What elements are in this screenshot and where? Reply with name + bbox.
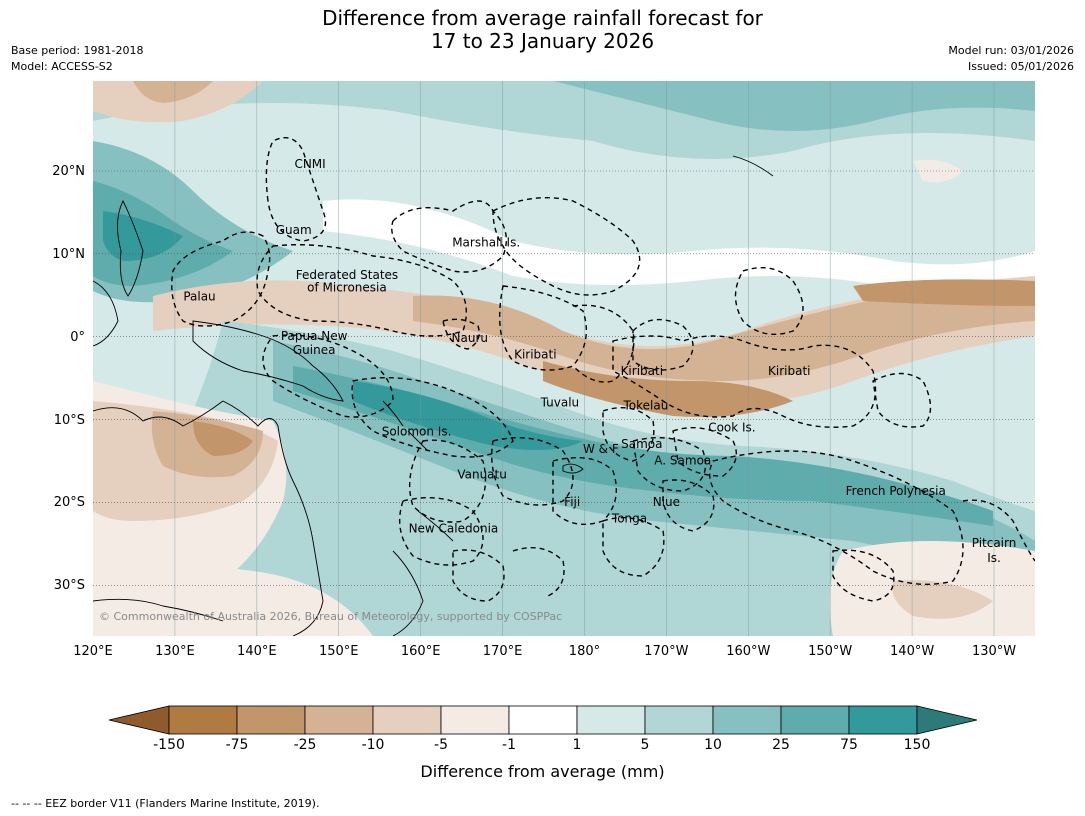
region-label-new-caledonia: New Caledonia xyxy=(409,521,499,535)
colorbar-under-arrow xyxy=(108,705,170,735)
colorbar-tick-label: 1 xyxy=(572,737,582,753)
region-label-cook-is: Cook Is. xyxy=(708,420,755,434)
run-info: Model run: 03/01/2026 Issued: 05/01/2026 xyxy=(948,43,1074,75)
colorbar-tick-label: -75 xyxy=(225,737,249,753)
colorbar-over-arrow xyxy=(916,705,978,735)
colorbar-segment xyxy=(508,705,578,735)
colorbar-tick-label: -150 xyxy=(153,737,185,753)
colorbar-segment xyxy=(236,705,306,735)
model-run: Model run: 03/01/2026 xyxy=(948,44,1074,57)
region-label-french-polynesia: French Polynesia xyxy=(846,484,946,498)
region-label-kiribati: Kiribati xyxy=(621,364,663,378)
colorbar-segment xyxy=(848,705,918,735)
lat-tick-label: 20°S xyxy=(53,495,85,511)
region-label-a-samoa: A. Samoa xyxy=(654,453,711,467)
base-period: Base period: 1981-2018 xyxy=(11,44,144,57)
colorbar xyxy=(108,705,978,735)
title-line-1: Difference from average rainfall forecas… xyxy=(322,6,763,30)
lon-tick-label: 130°E xyxy=(155,644,195,659)
borneo-coast xyxy=(93,280,119,347)
title-line-2: 17 to 23 January 2026 xyxy=(430,29,655,53)
colorbar-segment xyxy=(168,705,238,735)
colorbar-segments xyxy=(108,705,978,735)
region-label-fiji: Fiji xyxy=(564,495,580,509)
lat-tick-label: 10°N xyxy=(52,246,85,262)
lon-tick-label: 150°W xyxy=(808,644,853,659)
colorbar-segment xyxy=(304,705,374,735)
colorbar-segment xyxy=(644,705,714,735)
colorbar-segment xyxy=(780,705,850,735)
lon-tick-label: 140°W xyxy=(890,644,935,659)
region-label-samoa: Samoa xyxy=(621,437,662,451)
lon-tick-label: 170°W xyxy=(644,644,689,659)
colorbar-title: Difference from average (mm) xyxy=(420,762,665,781)
colorbar-tick-label: -5 xyxy=(434,737,448,753)
lon-tick-label: 160°E xyxy=(400,644,441,659)
lon-tick-label: 140°E xyxy=(237,644,277,659)
region-label-w-f: W & F xyxy=(583,442,619,456)
base-info: Base period: 1981-2018 Model: ACCESS-S2 xyxy=(11,43,143,75)
hawaii-coast xyxy=(732,155,774,177)
new-zealand-coast xyxy=(392,550,424,636)
lat-tick-label: 20°N xyxy=(52,164,85,180)
map-title: Difference from average rainfall forecas… xyxy=(0,7,1085,53)
region-label-papua-new: Papua New xyxy=(281,329,348,343)
region-label-kiribati: Kiribati xyxy=(768,364,810,378)
region-label-tokelau: Tokelau xyxy=(622,399,668,413)
new-caledonia-coast xyxy=(417,510,454,542)
colorbar-segment xyxy=(372,705,442,735)
eez-borders xyxy=(171,137,1035,602)
colorbar-tick-label: -10 xyxy=(361,737,385,753)
lat-tick-label: 30°S xyxy=(53,578,85,594)
region-label-tonga: Tonga xyxy=(611,511,647,525)
lon-tick-label: 170°E xyxy=(482,644,523,659)
region-label-is: Is. xyxy=(987,551,1001,565)
region-label-guinea: Guinea xyxy=(293,343,336,357)
region-label-nauru: Nauru xyxy=(452,331,488,345)
colorbar-tick-label: -25 xyxy=(293,737,317,753)
model-name: Model: ACCESS-S2 xyxy=(11,60,113,73)
region-label-marshall-is: Marshall Is. xyxy=(452,236,520,250)
colorbar-tick-label: 10 xyxy=(704,737,722,753)
colorbar-tick-label: 75 xyxy=(840,737,858,753)
colorbar-segment xyxy=(440,705,510,735)
lon-tick-label: 130°W xyxy=(971,644,1017,659)
region-label-of-micronesia: of Micronesia xyxy=(307,280,387,294)
lat-tick-label: 10°S xyxy=(53,412,85,428)
region-label-cnmi: CNMI xyxy=(294,157,325,171)
region-label-palau: Palau xyxy=(183,289,215,303)
region-label-kiribati: Kiribati xyxy=(514,347,556,361)
region-label-pitcairn: Pitcairn xyxy=(972,536,1017,550)
region-label-niue: Niue xyxy=(653,495,680,509)
lon-tick-label: 160°W xyxy=(726,644,771,659)
colorbar-tick-label: -1 xyxy=(502,737,516,753)
colorbar-tick-label: 150 xyxy=(903,737,931,753)
colorbar-segment xyxy=(576,705,646,735)
colorbar-tick-label: 5 xyxy=(640,737,650,753)
issued-date: Issued: 05/01/2026 xyxy=(967,60,1074,73)
region-label-guam: Guam xyxy=(276,223,312,237)
lon-tick-label: 120°E xyxy=(73,644,113,659)
new-guinea-coast xyxy=(192,320,344,402)
eez-footnote: -- -- -- EEZ border V11 (Flanders Marine… xyxy=(11,797,320,810)
colorbar-tick-label: 25 xyxy=(772,737,790,753)
copyright-notice: © Commonwealth of Australia 2026, Bureau… xyxy=(99,610,563,623)
australia-coast xyxy=(93,400,324,636)
lon-tick-label: 150°E xyxy=(318,644,359,659)
colorbar-segment xyxy=(712,705,782,735)
region-label-tuvalu: Tuvalu xyxy=(540,395,580,409)
lon-tick-label: 180° xyxy=(568,644,601,659)
philippines-coast xyxy=(117,199,144,297)
fiji-coast xyxy=(562,463,584,474)
graticule xyxy=(174,81,995,636)
region-label-solomon-is: Solomon Is. xyxy=(382,424,452,438)
lat-tick-label: 0° xyxy=(70,329,85,345)
region-label-vanuatu: Vanuatu xyxy=(457,467,507,481)
region-label-federated-states: Federated States xyxy=(296,268,398,282)
